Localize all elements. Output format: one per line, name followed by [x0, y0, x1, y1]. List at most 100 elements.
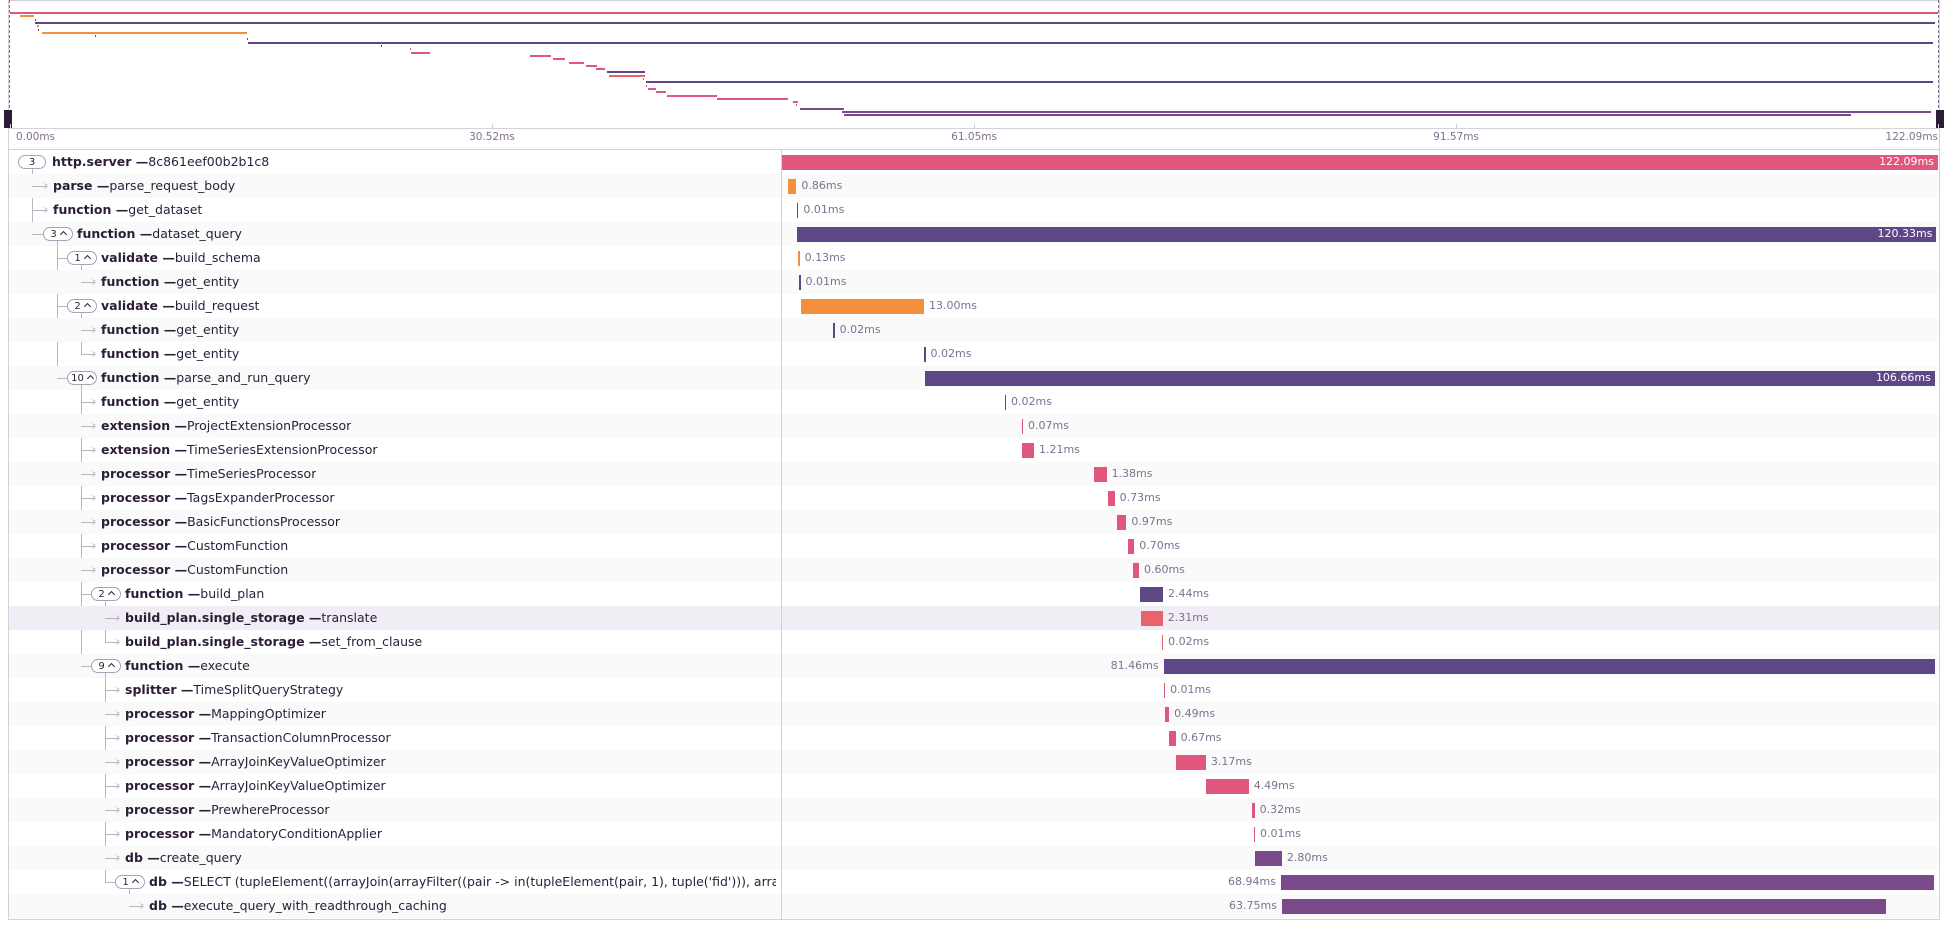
connector: [32, 234, 43, 235]
connector: [81, 498, 95, 499]
span-bar: [1175, 755, 1206, 770]
span-bar: [798, 251, 800, 266]
children-toggle[interactable]: 10: [67, 371, 97, 385]
span-title: functionget_entity: [101, 270, 239, 294]
children-toggle[interactable]: 1: [115, 875, 145, 889]
span-bar: [797, 227, 1937, 242]
span-op: extension: [101, 418, 171, 433]
connector: [81, 666, 91, 667]
connector: [129, 906, 143, 907]
span-row[interactable]: [9, 510, 1939, 534]
span-row[interactable]: [9, 462, 1939, 486]
connector: [81, 522, 95, 523]
span-row[interactable]: [9, 414, 1939, 438]
child-count: 1: [122, 877, 129, 888]
span-row[interactable]: [9, 198, 1939, 222]
duration-label: 122.09ms: [1879, 155, 1934, 168]
span-row[interactable]: [9, 582, 1939, 606]
span-bar: [1251, 803, 1255, 818]
minimap-span: [655, 91, 667, 94]
tick-mark: [974, 124, 976, 128]
children-toggle[interactable]: 2: [67, 299, 97, 313]
chevron: [131, 878, 139, 887]
minimap-frame: [8, 0, 1940, 150]
span-op: processor: [125, 754, 195, 769]
span-title: functionget_entity: [101, 318, 239, 342]
minimap-span: [246, 38, 248, 41]
span-op: function: [125, 658, 184, 673]
minimap-span: [606, 71, 646, 74]
minimap-span: [381, 45, 383, 47]
tick-mark: [10, 124, 11, 128]
span-description: MappingOptimizer: [194, 706, 326, 721]
span-bar: [924, 347, 926, 362]
tick-mark: [491, 124, 493, 128]
span-description: 8c861eef00b2b1c8: [131, 154, 269, 169]
span-row[interactable]: [9, 558, 1939, 582]
span-row[interactable]: [9, 270, 1939, 294]
span-bar: [1133, 563, 1139, 578]
minimap-span: [608, 74, 645, 77]
span-row[interactable]: [9, 390, 1939, 414]
span-row[interactable]: [9, 318, 1939, 342]
children-toggle[interactable]: 2: [91, 587, 121, 601]
minimap-span: [799, 107, 844, 110]
span-description: dataset_query: [135, 226, 241, 241]
span-description: TimeSeriesProcessor: [170, 466, 316, 481]
span-description: translate: [305, 610, 378, 625]
duration-label: 1.38ms: [1111, 467, 1153, 480]
span-bar: [1163, 659, 1935, 674]
span-row[interactable]: [9, 750, 1939, 774]
children-toggle[interactable]: 9: [91, 659, 121, 673]
span-row[interactable]: [9, 342, 1939, 366]
duration-label: 0.02ms: [1011, 395, 1052, 408]
children-toggle[interactable]: 3: [43, 227, 73, 241]
child-count: 2: [74, 301, 81, 312]
children-toggle[interactable]: 3: [18, 155, 46, 169]
window-handle[interactable]: [4, 110, 12, 128]
span-op: function: [53, 202, 112, 217]
span-title: validatebuild_schema: [101, 246, 261, 270]
connector: [105, 618, 119, 619]
span-op: processor: [125, 778, 195, 793]
span-panel: [8, 150, 1940, 920]
span-row[interactable]: [9, 846, 1939, 870]
child-count: 2: [98, 589, 105, 600]
duration-label: 0.32ms: [1259, 803, 1301, 816]
span-bar: [1140, 611, 1163, 626]
span-bar: [1163, 683, 1166, 698]
minimap-span: [10, 12, 1938, 14]
minimap-span: [34, 18, 36, 21]
span-title: functionparse_and_run_query: [101, 366, 311, 390]
span-row[interactable]: [9, 798, 1939, 822]
span-description: ArrayJoinKeyValueOptimizer: [194, 754, 385, 769]
span-bar: [1117, 515, 1127, 530]
span-bar: [1093, 467, 1107, 482]
duration-label: 0.67ms: [1180, 731, 1222, 744]
span-bar: [1281, 899, 1886, 914]
span-op: build_plan.single_storage: [125, 610, 305, 625]
span-title: processorCustomFunction: [101, 558, 288, 582]
connector: [105, 810, 119, 811]
duration-label: 68.94ms: [1228, 875, 1276, 888]
child-count: 3: [50, 229, 57, 240]
child-count: 1: [74, 253, 81, 264]
connector: [105, 738, 119, 739]
window-edge: [1938, 0, 1939, 118]
span-row[interactable]: [9, 246, 1939, 270]
span-op: http.server: [52, 154, 132, 169]
children-toggle[interactable]: 1: [67, 251, 97, 265]
duration-label: 2.44ms: [1168, 587, 1209, 600]
window-handle[interactable]: [1936, 110, 1944, 128]
span-op: extension: [101, 442, 171, 457]
span-row[interactable]: [9, 534, 1939, 558]
chevron: [107, 662, 115, 671]
span-op: function: [101, 346, 160, 361]
span-title: processorTransactionColumnProcessor: [125, 726, 391, 750]
span-row[interactable]: [9, 606, 1939, 630]
span-row[interactable]: [9, 702, 1939, 726]
connector: [81, 354, 95, 355]
minimap-span: [646, 84, 648, 87]
span-op: processor: [125, 730, 195, 745]
span-row[interactable]: [9, 174, 1939, 198]
